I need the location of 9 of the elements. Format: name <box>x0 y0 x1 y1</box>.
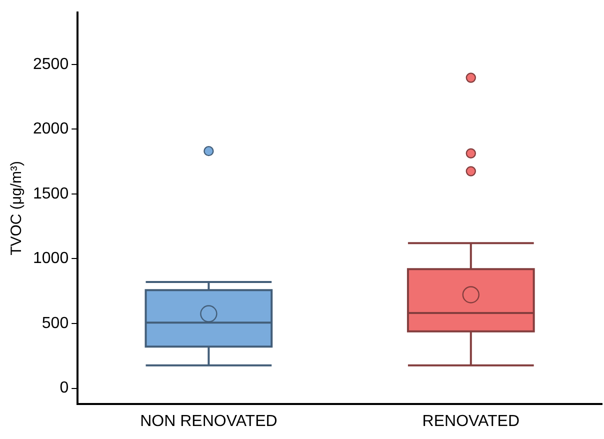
y-tick-label: 2000 <box>33 120 69 138</box>
y-axis-title: TVOC (μg/m³) <box>8 160 26 256</box>
y-tick-label: 1500 <box>33 185 69 202</box>
x-tick-label: RENOVATED <box>422 412 520 430</box>
y-tick-label: 500 <box>42 314 69 332</box>
y-tick-label: 1000 <box>33 250 69 268</box>
x-tick-label: NON RENOVATED <box>140 412 278 430</box>
y-tick-label: 2500 <box>33 56 69 73</box>
y-tick-label: 0 <box>60 380 69 397</box>
